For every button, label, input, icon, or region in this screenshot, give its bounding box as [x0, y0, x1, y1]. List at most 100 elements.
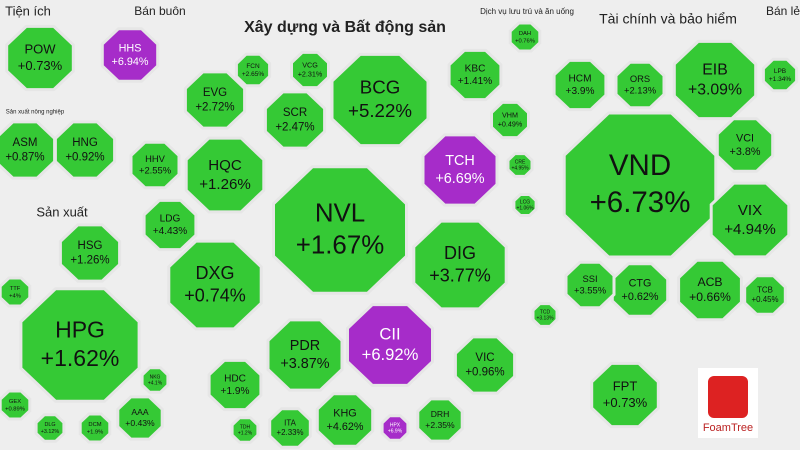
tile	[761, 57, 799, 93]
tile	[5, 24, 75, 92]
ticker: HHV	[145, 153, 166, 164]
tile	[614, 60, 666, 110]
ticker: SCR	[283, 107, 307, 119]
tile	[453, 335, 517, 395]
change-label: +0.45%	[752, 295, 779, 304]
change-label: +3.8%	[730, 146, 761, 158]
ticker: HPX	[390, 422, 401, 428]
change-label: +6.69%	[435, 171, 484, 187]
ticker: ASM	[13, 137, 38, 149]
change-label: +6.73%	[590, 186, 691, 219]
ticker: DCM	[88, 422, 101, 428]
logo-text: FoamTree	[703, 422, 753, 434]
change-label: +2.47%	[275, 122, 314, 134]
ticker: TCH	[445, 153, 475, 169]
change-label: +6.94%	[112, 56, 149, 68]
change-label: +0.92%	[65, 152, 104, 164]
change-label: +0.66%	[689, 290, 731, 304]
ticker: HSG	[78, 240, 103, 252]
ticker: TDH	[240, 424, 251, 430]
ticker: VIX	[738, 202, 762, 219]
change-label: +2.65%	[242, 71, 264, 78]
ticker: KBC	[465, 64, 486, 75]
change-label: +6.9%	[388, 429, 403, 435]
tile	[100, 27, 160, 83]
tile	[58, 223, 122, 283]
ticker: ACB	[697, 275, 722, 289]
ticker: BCG	[360, 77, 401, 98]
ticker: GEX	[9, 399, 21, 405]
tile	[290, 50, 330, 90]
ticker: HQC	[208, 157, 242, 174]
tile	[263, 90, 327, 150]
tile	[564, 260, 616, 310]
change-label: +3.77%	[429, 265, 491, 285]
tile	[0, 120, 57, 180]
tile	[0, 276, 32, 308]
change-label: +0.74%	[184, 285, 246, 305]
change-label: +1.2%	[238, 431, 253, 437]
change-label: +1.9%	[221, 386, 250, 397]
change-label: +2.13%	[624, 85, 656, 96]
ticker: ORS	[630, 73, 650, 84]
tile	[531, 302, 559, 328]
ticker: KHG	[333, 407, 356, 419]
change-label: +1.41%	[458, 76, 493, 87]
tile	[34, 413, 66, 443]
ticker: CTG	[629, 277, 652, 289]
change-label: +3.13%	[536, 316, 554, 322]
change-label: +4%	[9, 293, 21, 299]
change-label: +2.72%	[195, 102, 234, 114]
tile	[709, 181, 791, 259]
tile	[183, 70, 247, 130]
ticker: NKG	[150, 374, 161, 380]
change-label: +0.49%	[498, 120, 523, 129]
change-label: +0.96%	[465, 367, 504, 379]
ticker: VHM	[502, 111, 518, 120]
ticker: EIB	[702, 62, 727, 79]
tile	[268, 407, 312, 449]
change-label: +0.89%	[5, 406, 25, 412]
group-header: Sản xuất nông nghiệp	[6, 110, 65, 116]
ticker: VIC	[475, 352, 494, 364]
change-label: +1.9%	[87, 429, 104, 435]
ticker: NVL	[315, 199, 365, 227]
change-label: +0.87%	[5, 152, 44, 164]
ticker: VCI	[736, 132, 754, 144]
tile	[562, 111, 718, 259]
tile	[330, 52, 430, 148]
tile	[142, 198, 198, 252]
tile	[78, 412, 112, 444]
change-label: +4.43%	[153, 226, 188, 237]
change-label: +3.09%	[688, 81, 742, 98]
tile	[715, 117, 775, 173]
tile	[677, 258, 743, 322]
ticker: HCM	[569, 74, 592, 85]
group-header: Bán buôn	[134, 4, 185, 18]
ticker: ITA	[284, 418, 296, 427]
tiles: POW+0.73%HHS+6.94%ASM+0.87%HNG+0.92%HPG+…	[0, 21, 799, 449]
ticker: TCD	[540, 309, 551, 315]
tile	[412, 219, 508, 311]
change-label: +4.62%	[327, 421, 364, 433]
ticker: HDC	[224, 374, 246, 385]
ticker: VCG	[302, 61, 318, 70]
ticker: TCB	[757, 285, 773, 294]
tile	[19, 287, 141, 403]
change-label: +2.35%	[425, 420, 455, 430]
ticker: HNG	[72, 137, 98, 149]
tile	[672, 39, 758, 121]
logo-icon	[708, 376, 748, 418]
ticker: FPT	[613, 379, 638, 394]
change-label: +5.22%	[348, 100, 412, 121]
tile	[207, 358, 263, 412]
ticker: DAH	[519, 31, 531, 37]
change-label: +4.1%	[148, 381, 163, 387]
group-headers: Tiện ích Bán buôn Sản xuất nông nghiệp Sản …	[5, 3, 800, 219]
ticker: VND	[609, 149, 671, 182]
change-label: +1.06%	[516, 206, 534, 212]
ticker: DLG	[44, 422, 55, 428]
ticker: LDG	[160, 214, 181, 225]
logo: FoamTree	[698, 368, 758, 438]
